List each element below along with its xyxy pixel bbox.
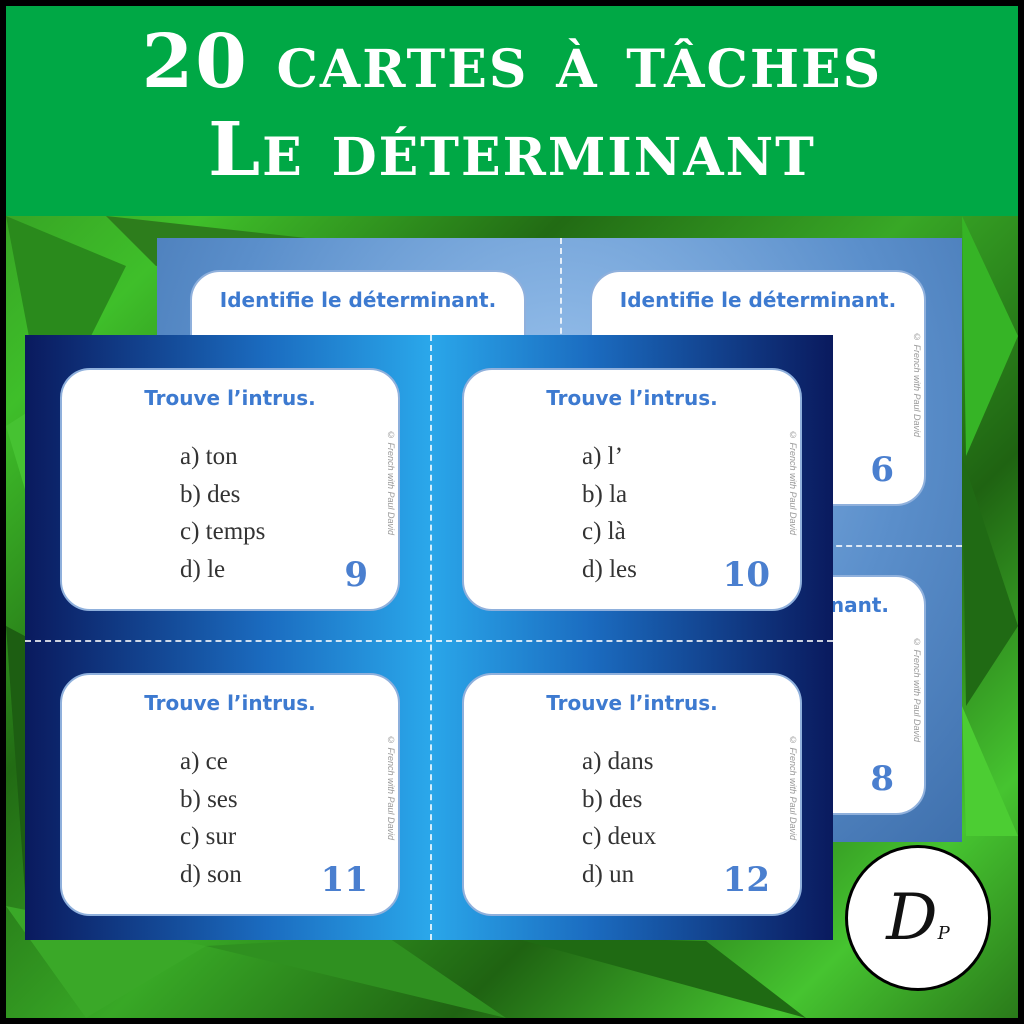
cover: 20 cartes à tâches Le déterminant Identi…	[6, 6, 1018, 1018]
copyright-text: © French with Paul David	[788, 430, 798, 536]
option: a) ce	[180, 748, 228, 775]
card-title: Identifie le déterminant.	[219, 288, 497, 312]
card-title: Trouve l’intrus.	[546, 691, 718, 715]
copyright-text: © French with Paul David	[912, 637, 922, 743]
card-number: 12	[722, 860, 770, 900]
card-number: 9	[344, 555, 368, 595]
logo-sub-letter: P	[937, 922, 950, 944]
option: d) les	[582, 555, 637, 583]
task-card-10: Trouve l’intrus. a) l’ b) la c) là d) le…	[462, 368, 802, 611]
option: b) la	[582, 480, 628, 508]
cut-line	[430, 335, 432, 940]
option: b) des	[582, 785, 643, 813]
task-card-12: Trouve l’intrus. a) dans b) des c) deux …	[462, 673, 802, 916]
task-card-9: Trouve l’intrus. a) ton b) des c) temps …	[60, 368, 400, 611]
option: b) ses	[180, 785, 238, 813]
title-line-1: 20 cartes à tâches	[141, 19, 883, 105]
option: d) un	[582, 860, 635, 888]
option: a) l’	[582, 443, 623, 470]
front-task-sheet: Trouve l’intrus. a) ton b) des c) temps …	[25, 335, 833, 940]
copyright-text: © French with Paul David	[788, 735, 798, 841]
card-number: 6	[870, 450, 894, 490]
title-banner: 20 cartes à tâches Le déterminant	[6, 6, 1018, 216]
option: c) temps	[180, 518, 266, 545]
card-title: Trouve l’intrus.	[144, 691, 316, 715]
copyright-text: © French with Paul David	[912, 332, 922, 438]
card-number: 10	[722, 555, 770, 595]
card-title: Trouve l’intrus.	[546, 386, 718, 410]
card-options: a) ton b) des c) temps d) le	[180, 438, 265, 588]
title-line-2: Le déterminant	[208, 107, 816, 193]
option: d) son	[180, 860, 242, 888]
card-title: nant.	[829, 593, 889, 617]
option: a) ton	[180, 443, 238, 470]
option: d) le	[180, 555, 226, 583]
copyright-text: © French with Paul David	[386, 430, 396, 536]
card-number: 11	[320, 860, 368, 900]
card-options: a) ce b) ses c) sur d) son	[180, 743, 242, 893]
option: c) là	[582, 518, 626, 545]
cut-line	[25, 640, 833, 642]
task-card-11: Trouve l’intrus. a) ce b) ses c) sur d) …	[60, 673, 400, 916]
card-options: a) l’ b) la c) là d) les	[582, 438, 637, 588]
card-number: 8	[870, 759, 894, 799]
logo-letter: D	[886, 881, 938, 955]
card-title: Trouve l’intrus.	[144, 386, 316, 410]
card-options: a) dans b) des c) deux d) un	[582, 743, 656, 893]
copyright-text: © French with Paul David	[386, 735, 396, 841]
card-title: Identifie le déterminant.	[619, 288, 897, 312]
option: c) deux	[582, 823, 657, 850]
option: b) des	[180, 480, 241, 508]
option: a) dans	[582, 748, 654, 775]
option: c) sur	[180, 823, 237, 850]
